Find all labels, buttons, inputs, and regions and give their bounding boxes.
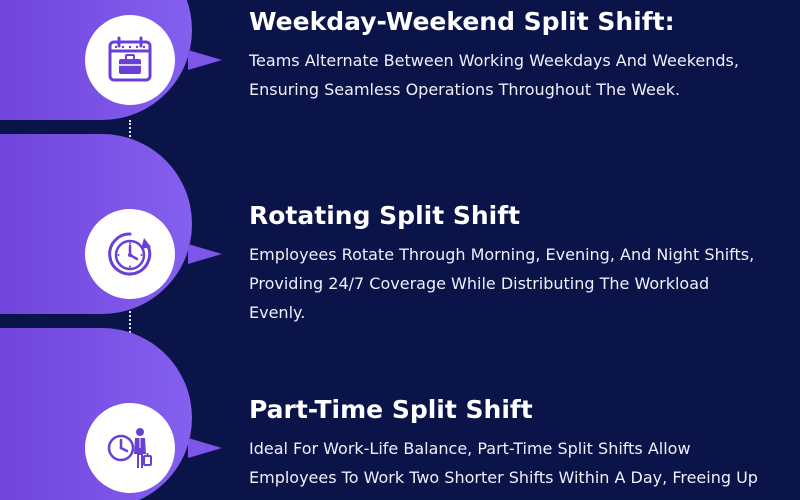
shift-item-part-time: Part-Time Split Shift Ideal For Work-Lif… [0, 328, 800, 500]
timeline-connector [129, 120, 131, 500]
shift-marker-pointer [188, 50, 222, 70]
icon-badge [85, 15, 175, 105]
shift-item-rotating: Rotating Split Shift Employees Rotate Th… [0, 134, 800, 322]
shift-description: Teams Alternate Between Working Weekdays… [249, 51, 739, 99]
shift-description: Ideal For Work-Life Balance, Part-Time S… [249, 439, 758, 500]
shift-text: Weekday-Weekend Split Shift: Teams Alter… [249, 6, 769, 104]
calendar-briefcase-icon [108, 36, 152, 82]
shift-title: Rotating Split Shift [249, 201, 521, 230]
shift-title: Part-Time Split Shift [249, 395, 533, 424]
clock-person-icon [107, 428, 152, 468]
shift-marker-pointer [188, 244, 222, 264]
rotating-clock-icon [108, 232, 152, 276]
shift-item-weekday-weekend: Weekday-Weekend Split Shift: Teams Alter… [0, 0, 800, 120]
shift-marker-pointer [188, 438, 222, 458]
icon-badge [85, 209, 175, 299]
shift-text: Part-Time Split Shift Ideal For Work-Lif… [249, 394, 769, 500]
shift-description: Employees Rotate Through Morning, Evenin… [249, 245, 755, 322]
shift-title: Weekday-Weekend Split Shift: [249, 7, 675, 36]
icon-badge [85, 403, 175, 493]
shift-text: Rotating Split Shift Employees Rotate Th… [249, 200, 769, 327]
